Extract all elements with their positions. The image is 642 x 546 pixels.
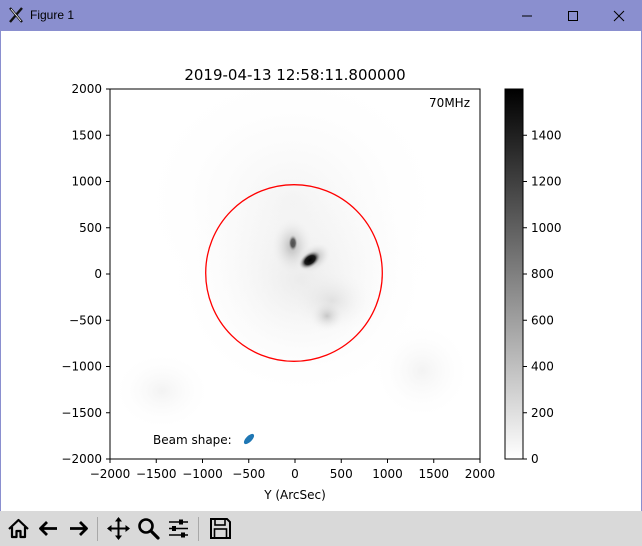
y-tick-label: 1000 bbox=[71, 175, 102, 189]
forward-button[interactable] bbox=[65, 515, 92, 542]
home-icon bbox=[8, 518, 29, 539]
maximize-icon bbox=[568, 11, 578, 21]
colorbar-tick-label: 1000 bbox=[531, 221, 562, 235]
configure-subplots-button[interactable] bbox=[165, 515, 192, 542]
y-tick-label: −2000 bbox=[61, 452, 102, 466]
x-tick-label: −500 bbox=[232, 467, 265, 481]
save-icon bbox=[210, 518, 231, 539]
colorbar-tick-label: 200 bbox=[531, 406, 554, 420]
pan-icon bbox=[107, 517, 130, 540]
beam-shape-label: Beam shape: bbox=[153, 433, 232, 447]
toolbar-separator bbox=[198, 517, 199, 541]
configure-subplots-icon bbox=[169, 519, 188, 538]
x-tick-label: −2000 bbox=[90, 467, 131, 481]
x-tick-label: 1000 bbox=[372, 467, 403, 481]
figure-svg: 2019-04-13 12:58:11.800000 70MHz Beam sh… bbox=[61, 66, 562, 502]
navigation-toolbar bbox=[0, 511, 642, 546]
app-icon bbox=[9, 7, 23, 23]
zoom-icon bbox=[138, 518, 160, 540]
minimize-button[interactable] bbox=[504, 0, 550, 31]
window-title: Figure 1 bbox=[30, 8, 75, 22]
save-button[interactable] bbox=[207, 515, 234, 542]
colorbar bbox=[504, 88, 524, 460]
back-icon bbox=[39, 521, 57, 536]
y-tick-label: 500 bbox=[79, 221, 102, 235]
forward-icon bbox=[70, 521, 88, 536]
frequency-label: 70MHz bbox=[429, 96, 470, 110]
solar-limb-circle bbox=[205, 184, 383, 362]
x-axis: −2000 −1500 −1000 −500 0 500 1000 1500 2000 bbox=[90, 459, 496, 481]
colorbar-axis: 1400 1200 1000 800 600 400 200 0 bbox=[523, 128, 562, 466]
colorbar-tick-label: 400 bbox=[531, 360, 554, 374]
y-tick-label: 0 bbox=[94, 267, 102, 281]
x-tick-label: 1500 bbox=[418, 467, 449, 481]
y-tick-label: −500 bbox=[69, 313, 102, 327]
beam-shape-ellipse bbox=[243, 433, 255, 445]
y-tick-label: 2000 bbox=[71, 82, 102, 96]
home-button[interactable] bbox=[5, 515, 32, 542]
x-tick-label: 2000 bbox=[465, 467, 496, 481]
minimize-icon bbox=[522, 15, 532, 17]
colorbar-tick-label: 600 bbox=[531, 313, 554, 327]
close-icon bbox=[613, 10, 625, 22]
y-tick-label: −1000 bbox=[61, 360, 102, 374]
x-tick-label: −1500 bbox=[136, 467, 177, 481]
window-titlebar: Figure 1 bbox=[0, 0, 642, 31]
toolbar-separator bbox=[97, 517, 98, 541]
x-tick-label: −1000 bbox=[182, 467, 223, 481]
x-tick-label: 500 bbox=[330, 467, 353, 481]
colorbar-tick-label: 1400 bbox=[531, 128, 562, 142]
plot-title: 2019-04-13 12:58:11.800000 bbox=[184, 66, 405, 84]
close-button[interactable] bbox=[596, 0, 642, 31]
y-tick-label: −1500 bbox=[61, 406, 102, 420]
maximize-button[interactable] bbox=[550, 0, 596, 31]
back-button[interactable] bbox=[35, 515, 62, 542]
x-tick-label: 0 bbox=[291, 467, 299, 481]
pan-button[interactable] bbox=[105, 515, 132, 542]
zoom-button[interactable] bbox=[135, 515, 162, 542]
y-tick-label: 1500 bbox=[71, 128, 102, 142]
colorbar-tick-label: 800 bbox=[531, 267, 554, 281]
y-axis: 2000 1500 1000 500 0 −500 −1000 −1500 −2000 bbox=[61, 82, 110, 466]
colorbar-tick-label: 1200 bbox=[531, 175, 562, 189]
colorbar-tick-label: 0 bbox=[531, 452, 539, 466]
heatmap-image bbox=[110, 89, 480, 459]
x-axis-label: Y (ArcSec) bbox=[263, 488, 326, 502]
figure-canvas[interactable]: 2019-04-13 12:58:11.800000 70MHz Beam sh… bbox=[0, 31, 642, 511]
